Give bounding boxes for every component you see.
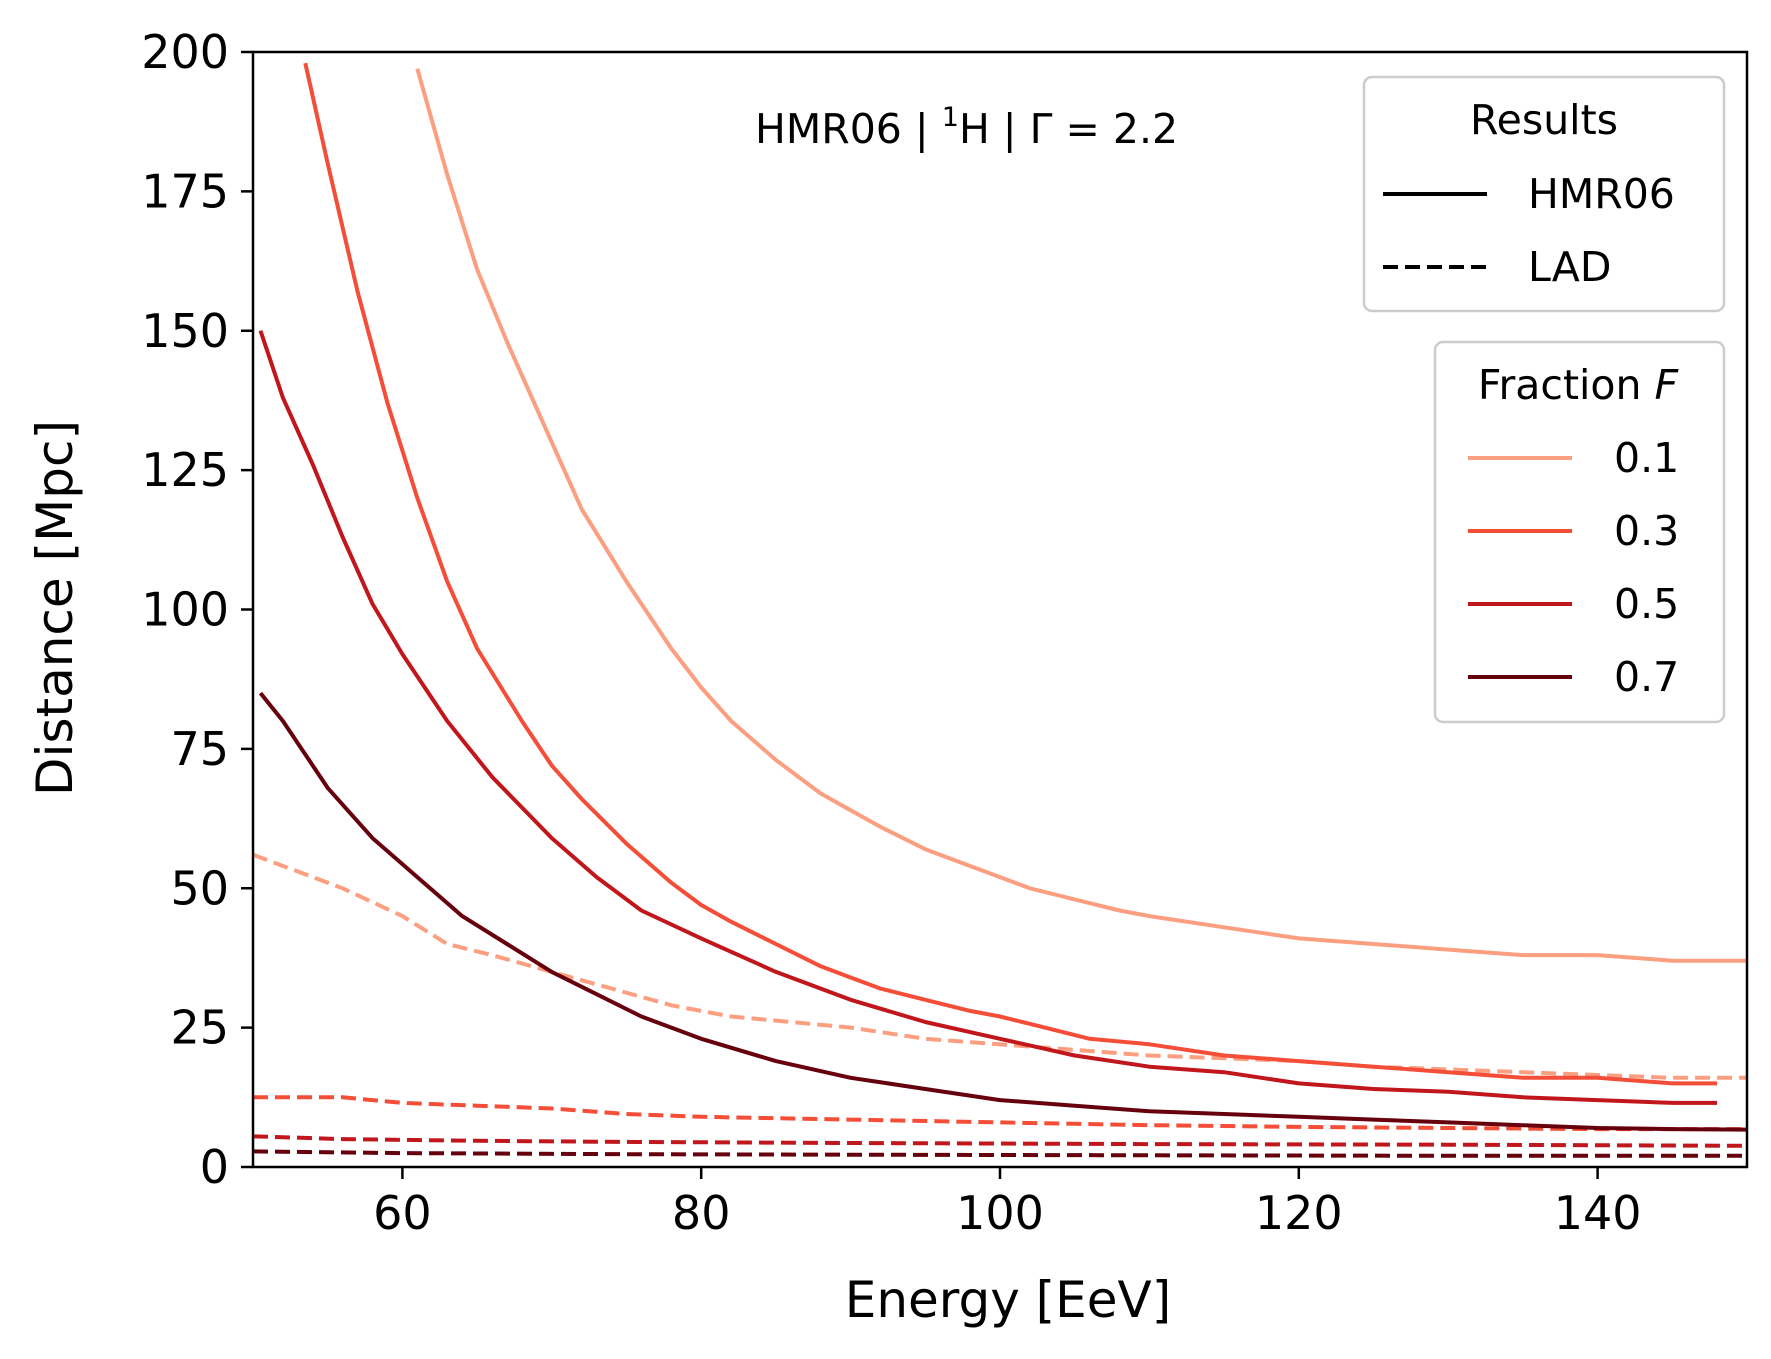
legend-fraction-label: 0.1: [1614, 434, 1679, 482]
series-hmr06-f05: [258, 330, 1718, 1105]
legend-results-title: Results: [1470, 96, 1618, 144]
y-tick-label: 175: [141, 164, 229, 218]
y-tick-label: 200: [141, 25, 229, 79]
y-tick-label: 0: [200, 1140, 229, 1194]
legend-fraction-title-var: F: [1655, 361, 1680, 409]
series-lad-f07: [253, 1149, 1747, 1158]
legend-fraction-title-text: Fraction: [1478, 361, 1655, 409]
y-tick-label: 125: [141, 443, 229, 497]
legend-fraction-title: Fraction F: [1478, 361, 1680, 409]
legend-results-label-hmr06: HMR06: [1528, 170, 1675, 218]
annotation-prefix: HMR06 |: [755, 105, 942, 153]
x-tick-label: 140: [1554, 1186, 1642, 1240]
series-hmr06-f07: [258, 691, 1747, 1132]
y-tick-label: 50: [170, 861, 229, 915]
legend-results-label-lad: LAD: [1528, 243, 1611, 291]
legend-fraction-label: 0.5: [1614, 580, 1679, 628]
legend-fraction-entries: 0.1 0.3 0.5 0.7: [1468, 434, 1679, 701]
x-axis: 60 80 100 120 140: [373, 1167, 1642, 1240]
legend-fraction-frame: [1433, 340, 1726, 724]
legend-fraction: Fraction F 0.1 0.3 0.5 0.7: [1433, 340, 1726, 724]
x-tick-label: 60: [373, 1186, 432, 1240]
series-lad-f03: [253, 1095, 1747, 1132]
x-tick-label: 100: [956, 1186, 1044, 1240]
legend-fraction-label: 0.7: [1614, 653, 1679, 701]
y-axis: 0 25 50 75 100 125 150 175 200: [141, 25, 253, 1194]
x-axis-title: Energy [EeV]: [845, 1271, 1172, 1329]
y-tick-label: 75: [170, 722, 229, 776]
annotation-superscript: 1: [942, 102, 959, 133]
y-tick-label: 25: [170, 1001, 229, 1055]
legend-results-frame: [1362, 75, 1726, 313]
series-layer: [253, 62, 1747, 1158]
series-hmr06-f03: [303, 62, 1718, 1086]
annotation-suffix: H | Γ = 2.2: [959, 105, 1178, 153]
y-tick-label: 150: [141, 304, 229, 358]
series-lad-f05: [253, 1134, 1747, 1148]
x-tick-label: 80: [672, 1186, 731, 1240]
x-tick-label: 120: [1255, 1186, 1343, 1240]
legend-results: Results HMR06 LAD: [1362, 75, 1726, 313]
legend-fraction-label: 0.3: [1614, 507, 1679, 555]
y-tick-label: 100: [141, 583, 229, 637]
annotation-text: HMR06 | 1H | Γ = 2.2: [755, 102, 1178, 153]
series-hmr06-f01: [415, 68, 1747, 963]
y-axis-title: Distance [Mpc]: [26, 420, 84, 796]
series-lad-f01: [253, 852, 1747, 1080]
